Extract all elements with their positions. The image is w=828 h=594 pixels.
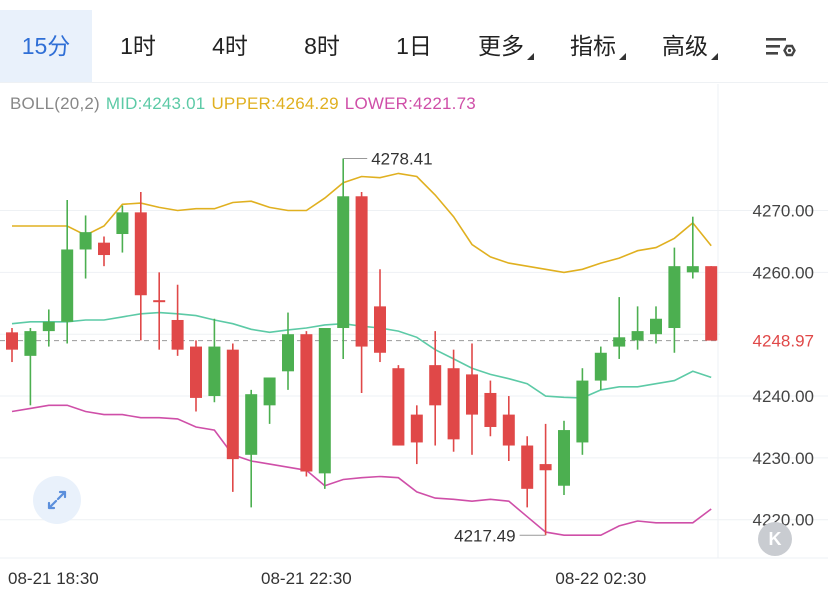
candlestick-chart[interactable]: 4220.004230.004240.004250.004260.004270.… xyxy=(0,84,828,594)
candle-up xyxy=(631,331,644,341)
x-tick-label: 08-22 02:30 xyxy=(555,569,646,588)
boll-lower-value: LOWER:4221.73 xyxy=(344,94,476,113)
boll-name: BOLL(20,2) xyxy=(10,94,100,113)
candle-down xyxy=(134,212,147,296)
boll-lower-line xyxy=(11,404,712,536)
candle-up xyxy=(558,430,570,486)
boll-mid-value: MID:4243.01 xyxy=(105,94,206,113)
candle-down xyxy=(374,306,386,353)
candle-down xyxy=(466,374,478,415)
tab-4h[interactable]: 4时 xyxy=(184,10,276,82)
tab-1d[interactable]: 1日 xyxy=(368,10,460,82)
y-tick-label: 4270.00 xyxy=(753,202,814,221)
min-price-label: 4217.49 xyxy=(454,526,515,545)
tab-label: 8时 xyxy=(304,33,340,59)
dropdown-caret-icon xyxy=(711,53,718,60)
candle-down xyxy=(190,346,202,398)
candle-down xyxy=(705,266,718,341)
candle-up xyxy=(263,377,276,406)
candle-up xyxy=(245,394,258,455)
candle-up xyxy=(576,380,589,443)
expand-chart-button[interactable] xyxy=(33,476,81,524)
tab-label: 更多 xyxy=(478,33,524,59)
candle-up xyxy=(208,346,221,397)
candle-up xyxy=(594,352,607,381)
tab-label: 1时 xyxy=(120,33,156,59)
candle-up xyxy=(79,232,92,250)
tab-label: 1日 xyxy=(396,33,432,59)
tab-more[interactable]: 更多 xyxy=(460,10,552,82)
candle-up xyxy=(650,318,662,335)
dropdown-caret-icon xyxy=(619,53,626,60)
x-tick-label: 08-21 18:30 xyxy=(8,569,99,588)
tab-label: 4时 xyxy=(212,33,248,59)
y-tick-label: 4260.00 xyxy=(753,263,814,282)
candle-down xyxy=(484,392,497,427)
current-price-box xyxy=(720,326,828,355)
max-price-label: 4278.41 xyxy=(371,149,432,168)
timeframe-tabbar: 15分 1时 4时 8时 1日 更多 指标 高级 xyxy=(0,0,828,83)
tab-8h[interactable]: 8时 xyxy=(276,10,368,82)
candle-down xyxy=(447,368,460,440)
candle-up xyxy=(282,334,294,372)
tab-1h[interactable]: 1时 xyxy=(92,10,184,82)
candle-down xyxy=(539,464,552,471)
candle-down xyxy=(300,334,313,472)
candle-up xyxy=(116,212,129,235)
dropdown-caret-icon xyxy=(527,53,534,60)
candle-down xyxy=(502,414,515,446)
candle-down xyxy=(355,196,368,347)
y-tick-label: 4230.00 xyxy=(753,449,814,468)
candle-down xyxy=(153,300,166,303)
tab-advanced[interactable]: 高级 xyxy=(644,10,736,82)
tab-label: 指标 xyxy=(570,33,616,59)
tab-indicators[interactable]: 指标 xyxy=(552,10,644,82)
candle-down xyxy=(392,368,405,446)
candle-down xyxy=(6,332,18,350)
candle-down xyxy=(429,365,442,406)
tab-label: 高级 xyxy=(662,33,708,59)
current-price-label: 4248.97 xyxy=(753,332,814,351)
candle-down xyxy=(98,242,110,256)
candle-up xyxy=(61,249,74,322)
expand-icon xyxy=(47,490,67,510)
tab-15m[interactable]: 15分 xyxy=(0,10,92,82)
x-tick-label: 08-21 22:30 xyxy=(261,569,352,588)
logo-badge-icon[interactable]: K xyxy=(758,522,792,556)
boll-legend: BOLL(20,2) MID:4243.01 UPPER:4264.29 LOWER:… xyxy=(10,94,482,114)
candle-up xyxy=(668,266,681,329)
candle-up xyxy=(24,331,37,356)
boll-upper-line xyxy=(12,172,712,274)
candle-down xyxy=(171,319,184,350)
tab-label: 15分 xyxy=(21,33,71,59)
boll-upper-value: UPPER:4264.29 xyxy=(211,94,339,113)
chart-settings-icon[interactable] xyxy=(764,33,798,63)
candle-down xyxy=(410,414,423,443)
candle-down xyxy=(521,445,534,489)
candle-up xyxy=(686,266,699,273)
candle-up xyxy=(613,337,626,347)
candle-down xyxy=(226,349,239,460)
y-tick-label: 4240.00 xyxy=(753,387,814,406)
candle-up xyxy=(337,196,350,329)
candle-up xyxy=(318,328,331,474)
candle-up xyxy=(42,321,55,332)
